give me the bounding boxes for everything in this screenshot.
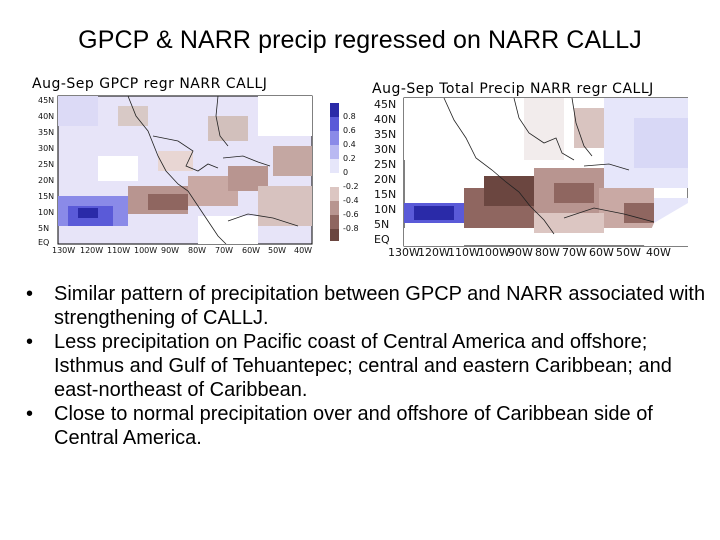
- lat-label: 5N: [38, 224, 50, 233]
- bullet-symbol: •: [26, 331, 34, 353]
- colorbar-segment: [330, 117, 339, 131]
- lon-label: 60W: [242, 246, 261, 255]
- lon-label: 70W: [562, 246, 587, 259]
- bullet-item: • Less precipitation on Pacific coast of…: [26, 330, 706, 402]
- lat-label: 35N: [374, 128, 397, 141]
- bullet-text: Similar pattern of precipitation between…: [54, 283, 706, 329]
- lon-label: 60W: [589, 246, 614, 259]
- lon-label: 130W: [52, 246, 76, 255]
- colorbar-segment: [330, 131, 339, 145]
- lat-label: 10N: [374, 203, 397, 216]
- narr-map-label: Aug-Sep Total Precip NARR regr CALLJ: [372, 81, 654, 97]
- lat-label: 40N: [38, 112, 55, 121]
- slide-title: GPCP & NARR precip regressed on NARR CAL…: [78, 26, 642, 54]
- colorbar-label: -0.2: [343, 182, 359, 191]
- lon-label: 100W: [134, 246, 158, 255]
- lat-label: EQ: [38, 238, 50, 247]
- colorbar-segment: [330, 159, 339, 173]
- bullet-symbol: •: [26, 283, 34, 305]
- colorbar-label: 0.6: [343, 126, 356, 135]
- lon-label: 100W: [478, 246, 510, 259]
- gpcp-map-graphic: [57, 95, 313, 245]
- lat-label: 30N: [374, 143, 397, 156]
- lat-label: EQ: [374, 233, 390, 246]
- lon-label: 50W: [616, 246, 641, 259]
- bullet-item: • Similar pattern of precipitation betwe…: [26, 282, 706, 330]
- lon-label: 120W: [418, 246, 450, 259]
- lat-label: 40N: [374, 113, 397, 126]
- bullet-item: • Close to normal precipitation over and…: [26, 402, 706, 450]
- bullet-text: Less precipitation on Pacific coast of C…: [54, 331, 672, 401]
- colorbar-label: -0.8: [343, 224, 359, 233]
- gpcp-map-label: Aug-Sep GPCP regr NARR CALLJ: [32, 76, 268, 92]
- lon-label: 50W: [268, 246, 287, 255]
- lat-label: 20N: [38, 176, 55, 185]
- lon-label: 40W: [646, 246, 671, 259]
- lat-label: 15N: [374, 188, 397, 201]
- lon-label: 120W: [80, 246, 104, 255]
- narr-total-precip-map: Aug-Sep Total Precip NARR regr CALLJ: [372, 76, 688, 261]
- colorbar-segment: [330, 173, 339, 187]
- lon-label: 40W: [294, 246, 313, 255]
- lat-label: 35N: [38, 128, 55, 137]
- lon-label: 70W: [215, 246, 234, 255]
- lat-label: 15N: [38, 192, 55, 201]
- colorbar-segment: [330, 103, 339, 117]
- colorbar-label: 0.2: [343, 154, 356, 163]
- lat-label: 45N: [374, 98, 397, 111]
- lat-label: 25N: [38, 160, 55, 169]
- gpcp-regression-map: Aug-Sep GPCP regr NARR CALLJ: [30, 76, 314, 256]
- lon-label: 130W: [388, 246, 420, 259]
- narr-map-graphic: [403, 97, 688, 247]
- colorbar-label: 0.4: [343, 140, 356, 149]
- lon-label: 110W: [107, 246, 131, 255]
- lon-label: 90W: [161, 246, 180, 255]
- lon-label: 90W: [508, 246, 533, 259]
- colorbar-segment: [330, 187, 339, 201]
- colorbar: 0.8 0.6 0.4 0.2 0 -0.2 -0.4 -0.6 -0.8: [330, 103, 368, 241]
- colorbar-segment: [330, 201, 339, 215]
- colorbar-segment: [330, 215, 339, 229]
- bullet-list: • Similar pattern of precipitation betwe…: [26, 282, 706, 450]
- colorbar-label: -0.4: [343, 196, 359, 205]
- lon-label: 80W: [535, 246, 560, 259]
- lat-label: 30N: [38, 144, 55, 153]
- lat-label: 10N: [38, 208, 55, 217]
- colorbar-segment: [330, 145, 339, 159]
- bullet-symbol: •: [26, 403, 34, 425]
- colorbar-label: -0.6: [343, 210, 359, 219]
- colorbar-label: 0: [343, 168, 349, 177]
- lat-label: 45N: [38, 96, 55, 105]
- colorbar-label: 0.8: [343, 112, 356, 121]
- lon-label: 110W: [448, 246, 480, 259]
- lon-label: 80W: [188, 246, 207, 255]
- lat-label: 5N: [374, 218, 390, 231]
- bullet-text: Close to normal precipitation over and o…: [54, 403, 653, 449]
- lat-label: 20N: [374, 173, 397, 186]
- lat-label: 25N: [374, 158, 397, 171]
- colorbar-segment: [330, 229, 339, 241]
